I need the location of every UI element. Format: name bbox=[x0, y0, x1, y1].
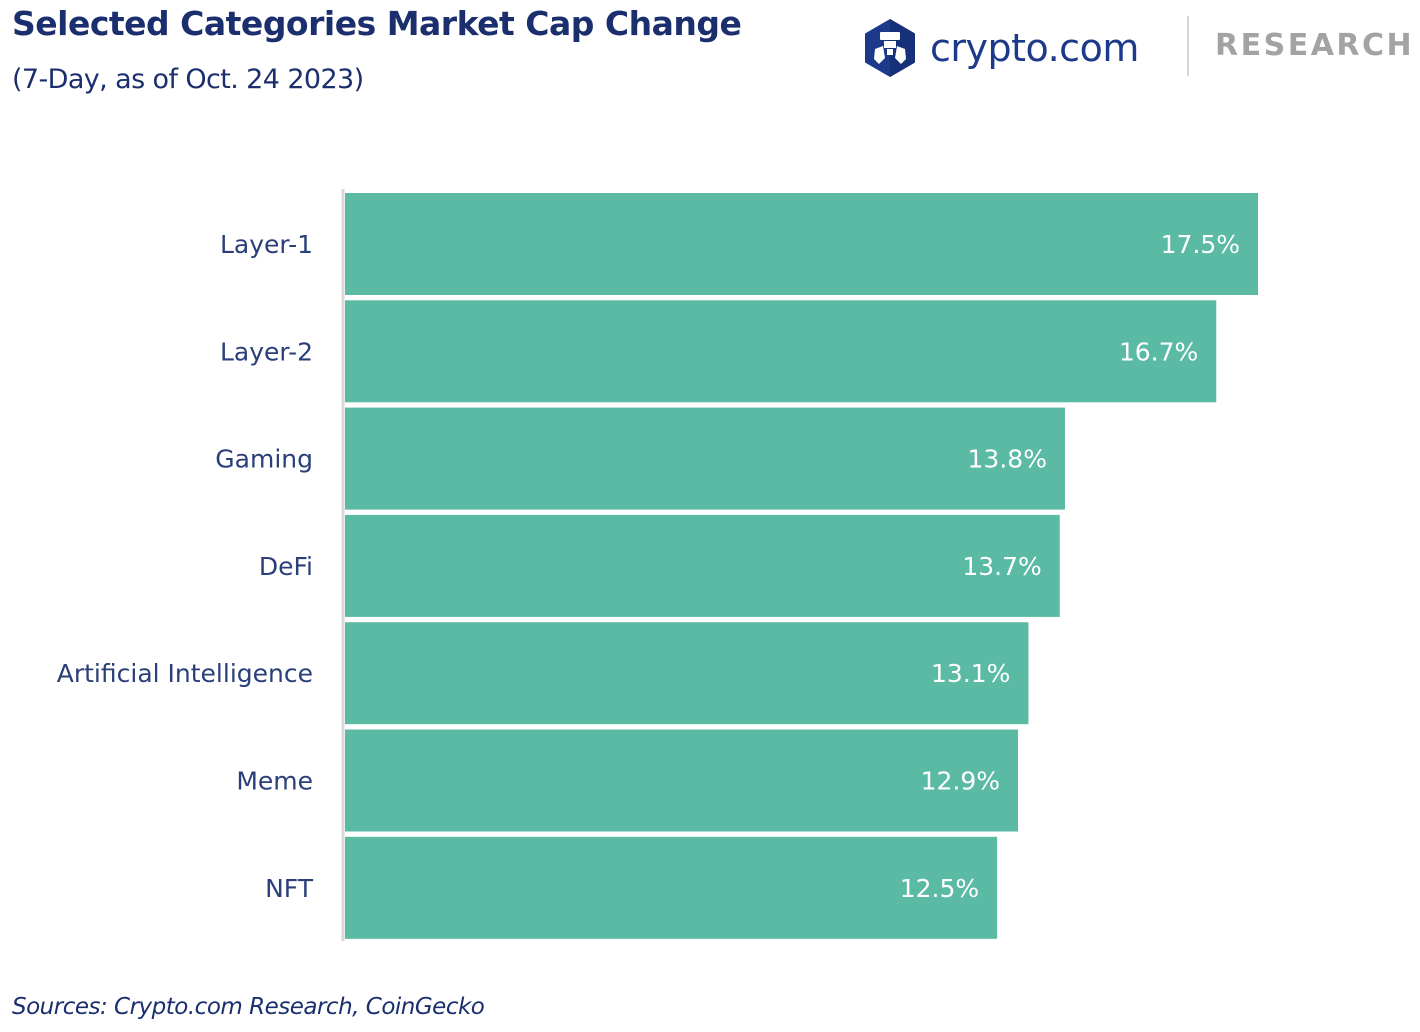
value-label: 13.7% bbox=[962, 552, 1041, 581]
value-label: 13.8% bbox=[968, 445, 1047, 474]
logo-text: crypto.com bbox=[930, 26, 1139, 70]
value-labels-group: 17.5% 16.7% 13.8% 13.7% 13.1% 12.9% 12.5% bbox=[900, 230, 1240, 903]
category-label: Layer-1 bbox=[220, 230, 313, 259]
logo-divider bbox=[1187, 16, 1189, 76]
bars-group bbox=[345, 193, 1258, 939]
category-label: Layer-2 bbox=[220, 337, 313, 366]
category-label: NFT bbox=[265, 874, 314, 903]
bar-nft bbox=[345, 836, 998, 939]
category-labels-group: Layer-1 Layer-2 Gaming DeFi Artificial Intel… bbox=[57, 230, 314, 903]
chart-subtitle: (7-Day, as of Oct. 24 2023) bbox=[12, 64, 364, 95]
brand-logo: crypto.com bbox=[864, 16, 1139, 80]
bar-layer-1 bbox=[345, 193, 1258, 295]
value-label: 12.5% bbox=[900, 874, 979, 903]
bar-defi bbox=[345, 514, 1060, 617]
crypto-com-lion-icon bbox=[865, 19, 915, 77]
category-label: Meme bbox=[236, 767, 313, 796]
value-label: 13.1% bbox=[931, 659, 1010, 688]
category-label: Artificial Intelligence bbox=[57, 659, 313, 688]
bar-gaming bbox=[345, 407, 1065, 510]
bar-artificial-intelligence bbox=[345, 622, 1029, 725]
category-label: Gaming bbox=[215, 445, 313, 474]
source-note: Sources: Crypto.com Research, CoinGecko bbox=[12, 994, 485, 1020]
bar-meme bbox=[345, 729, 1019, 832]
category-label: DeFi bbox=[259, 552, 313, 581]
value-label: 17.5% bbox=[1161, 230, 1240, 259]
value-label: 16.7% bbox=[1119, 337, 1198, 366]
chart-title: Selected Categories Market Cap Change bbox=[12, 4, 742, 43]
value-label: 12.9% bbox=[921, 767, 1000, 796]
research-label: RESEARCH bbox=[1215, 28, 1415, 63]
bar-layer-2 bbox=[345, 300, 1217, 403]
